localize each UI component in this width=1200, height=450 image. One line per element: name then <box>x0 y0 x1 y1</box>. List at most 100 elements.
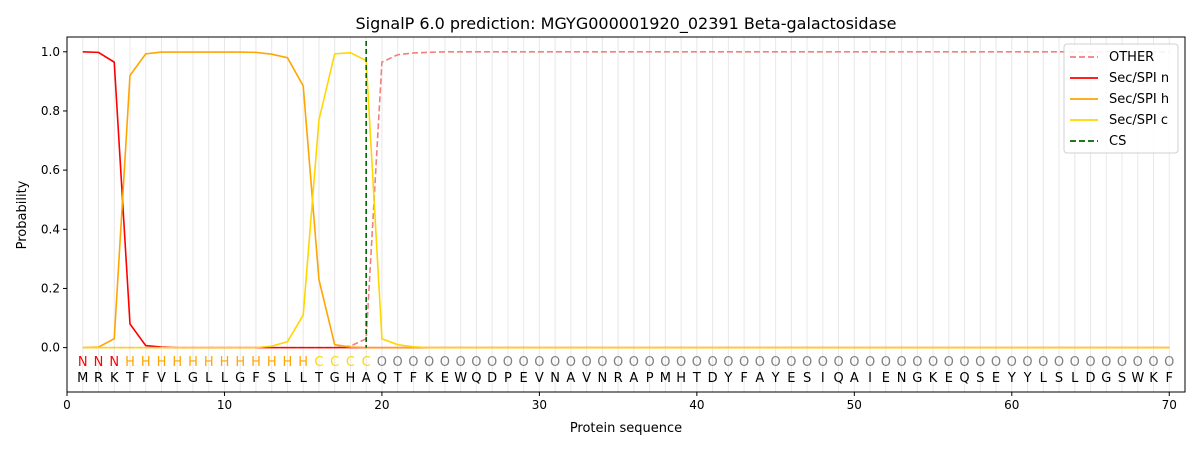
region-label: N <box>78 355 88 370</box>
region-label: O <box>1164 355 1174 370</box>
y-tick-label: 0.2 <box>41 281 60 295</box>
region-label: O <box>1070 355 1080 370</box>
region-label: H <box>125 355 135 370</box>
legend-entry: Sec/SPI n <box>1109 71 1169 86</box>
region-label: C <box>330 355 339 370</box>
region-label: O <box>849 355 859 370</box>
region-label: H <box>251 355 261 370</box>
region-label: O <box>456 355 466 370</box>
chart-title: SignalP 6.0 prediction: MGYG000001920_02… <box>355 14 896 34</box>
region-label: O <box>676 355 686 370</box>
series-line-sec-spi-c <box>82 51 1170 349</box>
region-label: O <box>597 355 607 370</box>
x-tick-label: 30 <box>532 398 547 412</box>
region-label: O <box>770 355 780 370</box>
series-line-sec-spi-n <box>82 50 1170 349</box>
region-label: O <box>865 355 875 370</box>
legend-entry: CS <box>1109 134 1126 149</box>
x-tick-label: 40 <box>689 398 704 412</box>
region-label: O <box>1101 355 1111 370</box>
plot-frame <box>66 36 1186 393</box>
region-label: H <box>235 355 245 370</box>
region-label: N <box>109 355 119 370</box>
legend-box <box>1063 43 1179 154</box>
region-label: O <box>1117 355 1127 370</box>
region-label: O <box>802 355 812 370</box>
x-tick-label: 60 <box>1004 398 1019 412</box>
region-label: O <box>440 355 450 370</box>
region-label: O <box>755 355 765 370</box>
region-label: O <box>991 355 1001 370</box>
legend-entry: OTHER <box>1109 50 1154 65</box>
region-label: O <box>1007 355 1017 370</box>
region-label: O <box>377 355 387 370</box>
y-axis-label: Probability <box>15 180 30 249</box>
region-label: O <box>944 355 954 370</box>
region-label: H <box>220 355 230 370</box>
region-label: O <box>613 355 623 370</box>
y-tick-label: 0.4 <box>41 222 60 236</box>
legend-entry: Sec/SPI h <box>1109 92 1169 107</box>
series-line-sec-spi-h <box>82 51 1170 349</box>
region-label: O <box>928 355 938 370</box>
region-label: O <box>645 355 655 370</box>
region-label: O <box>786 355 796 370</box>
region-label: O <box>833 355 843 370</box>
region-label: O <box>1054 355 1064 370</box>
y-tick-label: 0.6 <box>41 163 60 177</box>
region-label: O <box>534 355 544 370</box>
region-label: O <box>896 355 906 370</box>
region-label: O <box>1148 355 1158 370</box>
region-label: O <box>487 355 497 370</box>
y-tick-label: 0.8 <box>41 104 60 118</box>
region-label: H <box>298 355 308 370</box>
region-label: O <box>881 355 891 370</box>
region-label: O <box>818 355 828 370</box>
region-label: O <box>424 355 434 370</box>
region-label: O <box>582 355 592 370</box>
region-label: O <box>739 355 749 370</box>
region-label: H <box>141 355 151 370</box>
region-label: N <box>94 355 104 370</box>
region-label: H <box>188 355 198 370</box>
y-tick-label: 0.0 <box>41 341 60 355</box>
region-label: O <box>959 355 969 370</box>
y-tick-label: 1.0 <box>41 45 60 59</box>
region-label: O <box>393 355 403 370</box>
x-tick-label: 20 <box>374 398 389 412</box>
region-label: C <box>346 355 355 370</box>
region-label: O <box>707 355 717 370</box>
region-label: O <box>471 355 481 370</box>
region-label: H <box>157 355 167 370</box>
region-label: O <box>503 355 513 370</box>
region-label: O <box>566 355 576 370</box>
region-label: O <box>912 355 922 370</box>
region-label: O <box>519 355 529 370</box>
region-label: O <box>408 355 418 370</box>
x-axis-label: Protein sequence <box>570 421 682 436</box>
region-label: O <box>1022 355 1032 370</box>
residue-sequence: MRKTFVLGLLGFSLLTGHAQTFKEWQDPEVNAVNRAPMHT… <box>77 371 1173 386</box>
region-label: C <box>362 355 371 370</box>
region-label: H <box>204 355 214 370</box>
region-label: H <box>267 355 277 370</box>
x-tick-label: 10 <box>217 398 232 412</box>
x-tick-label: 50 <box>847 398 862 412</box>
x-tick-label: 70 <box>1162 398 1177 412</box>
legend-entry: Sec/SPI c <box>1109 113 1168 128</box>
region-label: O <box>660 355 670 370</box>
region-label: O <box>975 355 985 370</box>
region-label: C <box>314 355 323 370</box>
region-label: O <box>1038 355 1048 370</box>
region-label: O <box>629 355 639 370</box>
region-label: O <box>550 355 560 370</box>
region-label: O <box>1085 355 1095 370</box>
region-label: O <box>1133 355 1143 370</box>
region-label: H <box>172 355 182 370</box>
x-tick-label: 0 <box>63 398 71 412</box>
series-line-other <box>82 50 1170 349</box>
region-label: O <box>723 355 733 370</box>
region-label: O <box>692 355 702 370</box>
region-label: H <box>283 355 293 370</box>
